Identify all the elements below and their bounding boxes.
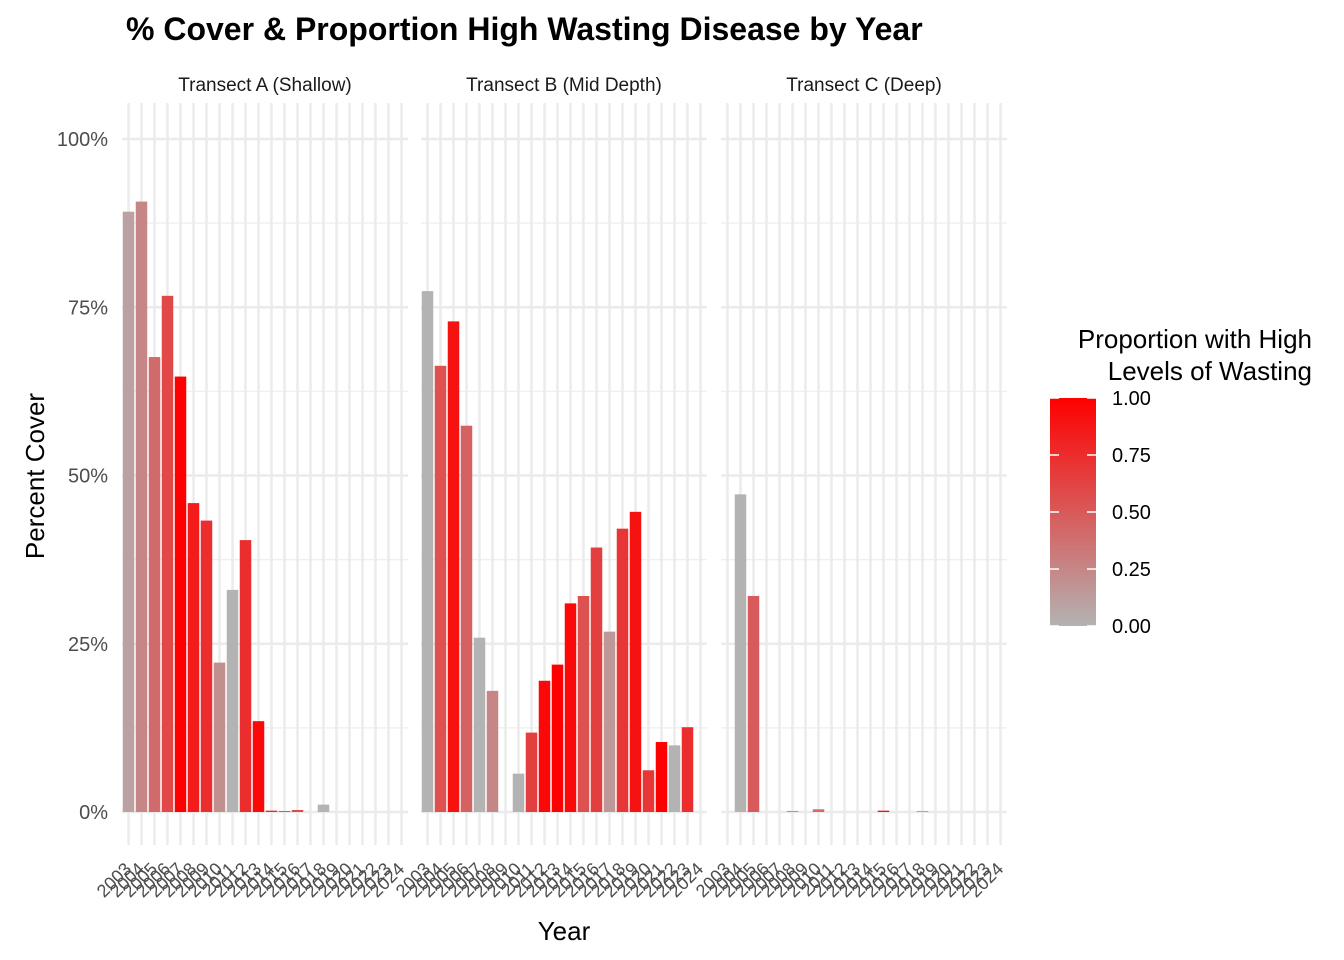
bar: 2004: 90.7 [135, 201, 148, 813]
bar: 2003: 89.2 [122, 211, 135, 812]
bar: 2023: 12.6 [681, 727, 694, 812]
bar: 2019: 44.6 [629, 511, 642, 812]
legend-tick-label: 0.75 [1112, 445, 1151, 467]
bar: 2015: 0.15 [278, 810, 291, 812]
y-tick-label: 75% [68, 297, 108, 319]
bar: 2011: 33 [226, 589, 239, 812]
color-legend: Proportion with High Levels of Wasting 1… [1050, 324, 1312, 638]
x-axis-label: Year [538, 916, 591, 946]
facet-strip-label: Transect B (Mid Depth) [466, 75, 662, 96]
bar: 2020: 6.2 [642, 770, 655, 812]
bar: 2004: 47.2 [734, 494, 747, 812]
facet-strip-label: Transect A (Shallow) [178, 75, 352, 96]
bar: 2018: 0.15 [916, 810, 929, 812]
bar: 2013: 13.5 [252, 721, 265, 812]
bar: 2006: 76.7 [161, 295, 174, 813]
facet-panels: Transect A (Shallow) 2003: 89.22004: 90.7… [57, 75, 1007, 901]
bar: 2016: 0.3 [291, 809, 304, 812]
bar: 2006: 57.4 [460, 425, 473, 812]
bar: 2008: 0.15 [786, 810, 799, 812]
legend-tick-label: 0.50 [1112, 502, 1151, 524]
bar: 2010: 0.4 [812, 809, 825, 812]
bar: 2011: 11.8 [525, 732, 538, 812]
bar: 2018: 42.1 [616, 528, 629, 812]
bar: 2004: 66.3 [434, 365, 447, 812]
bar: 2022: 9.9 [668, 745, 681, 812]
bar: 2012: 19.5 [538, 680, 551, 812]
y-axis-label: Percent Cover [20, 393, 50, 560]
bar: 2018: 1.1 [317, 804, 330, 812]
y-tick-label: 0% [79, 802, 108, 824]
legend-ticks: 1.00 0.75 0.50 0.25 0.00 [1050, 388, 1151, 638]
bar: 2005: 32.1 [747, 595, 760, 812]
bar: 2007: 64.7 [174, 376, 187, 812]
bar: 2010: 22.2 [213, 662, 226, 812]
bar: 2016: 39.3 [590, 547, 603, 812]
bar: 2017: 26.8 [603, 631, 616, 812]
y-tick-label: 50% [68, 466, 108, 488]
bar: 2013: 21.9 [551, 664, 564, 812]
bar: 2010: 5.7 [512, 773, 525, 812]
legend-tick-label: 1.00 [1112, 388, 1151, 410]
facet-panel: Transect A (Shallow) 2003: 89.22004: 90.7… [93, 75, 408, 901]
legend-title-line1: Proportion with High [1078, 324, 1312, 354]
chart-title: % Cover & Proportion High Wasting Diseas… [126, 11, 923, 47]
y-tick-label: 25% [68, 634, 108, 656]
bar: 2021: 10.4 [655, 742, 668, 812]
bar: 2014: 0.2 [265, 810, 278, 812]
facet-strip-label: Transect C (Deep) [786, 75, 942, 96]
facet-panel: Transect B (Mid Depth) 2003: 77.42004: 66… [392, 75, 707, 901]
facet-panel: Transect C (Deep) 2004: 47.22005: 32.1 200… [692, 75, 1007, 901]
legend-title-line2: Levels of Wasting [1108, 356, 1312, 386]
bar: 2015: 32.1 [577, 595, 590, 812]
bar: 2008: 45.9 [187, 503, 200, 812]
bar: 2007: 25.9 [473, 637, 486, 812]
legend-tick-label: 0.25 [1112, 559, 1151, 581]
bar: 2015: 0.2 [877, 810, 890, 812]
bar: 2012: 40.4 [239, 540, 252, 812]
bar: 2014: 31 [564, 603, 577, 812]
bar: 2008: 18 [486, 690, 499, 812]
bar: 2009: 43.3 [200, 520, 213, 812]
bar: 2005: 72.9 [447, 321, 460, 812]
bar: 2003: 77.4 [421, 291, 434, 812]
legend-tick-label: 0.00 [1112, 616, 1151, 638]
y-tick-label: 100% [57, 129, 108, 151]
bar: 2005: 67.6 [148, 357, 161, 812]
